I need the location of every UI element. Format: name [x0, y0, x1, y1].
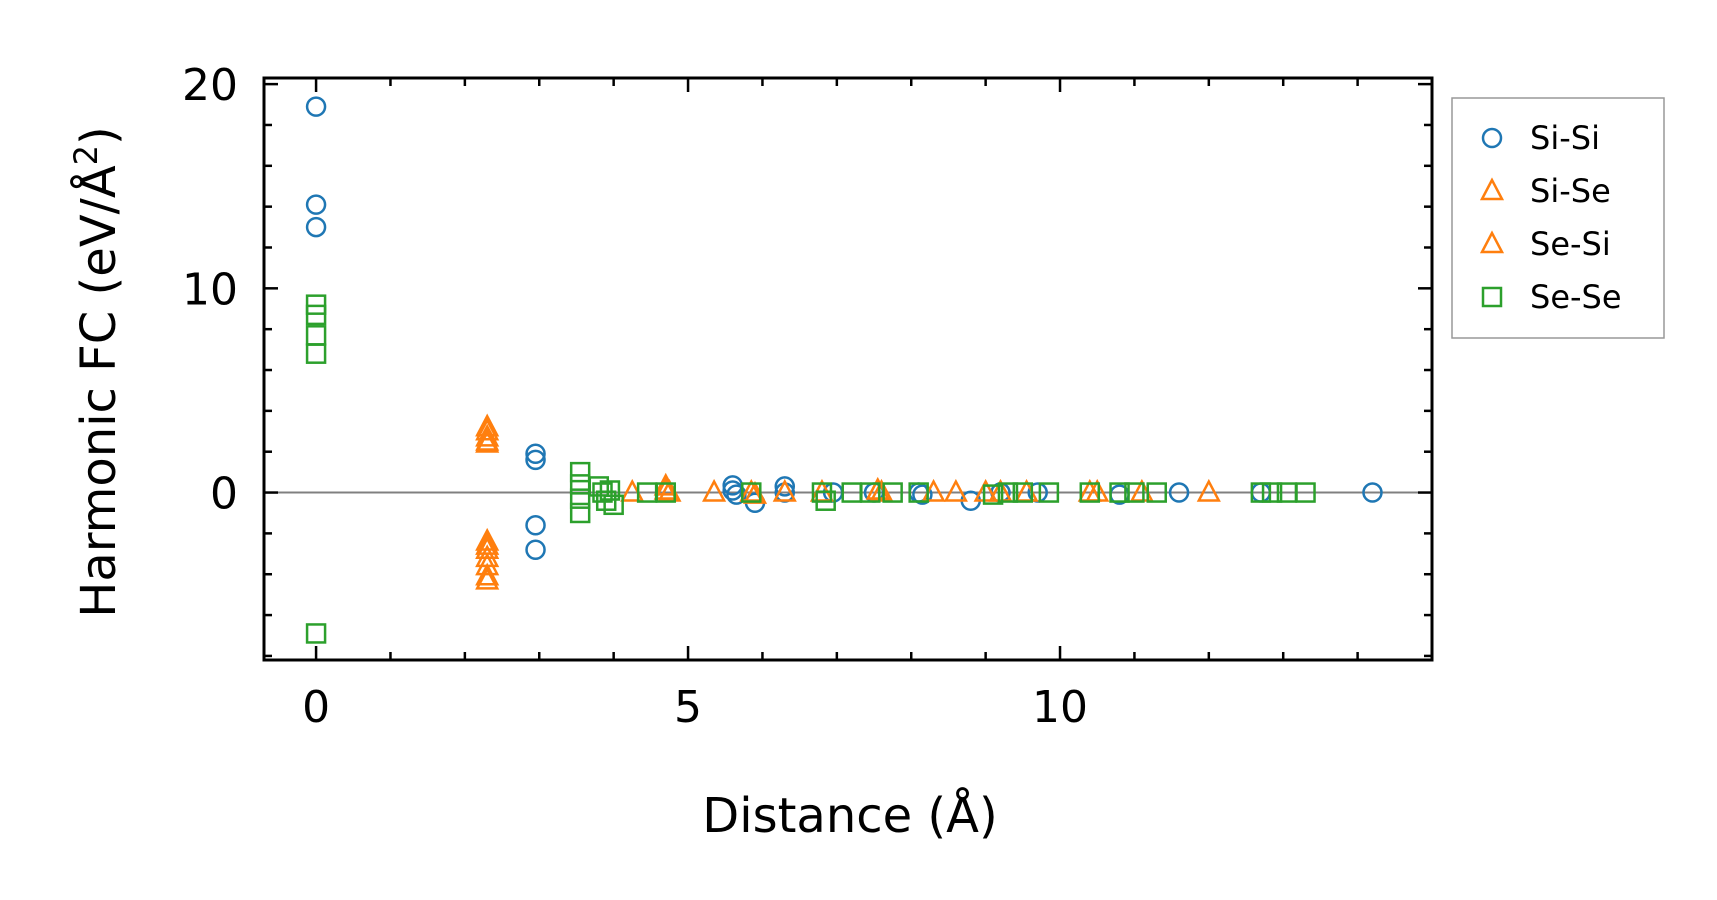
point-se-se: [860, 482, 881, 503]
point-se-se: [569, 461, 591, 483]
point-se-si: [653, 476, 678, 500]
point-si-si: [1168, 482, 1190, 503]
point-si-si: [774, 476, 796, 497]
y-tick-label: 0: [210, 469, 238, 520]
x-tick-label: 10: [1032, 682, 1088, 733]
point-se-se: [1012, 482, 1034, 503]
point-se-se: [1124, 482, 1145, 503]
point-se-se: [305, 304, 327, 326]
point-si-se: [772, 478, 797, 502]
point-si-se: [943, 478, 968, 502]
legend-marker-se-se: [1481, 286, 1503, 308]
point-si-si: [1362, 482, 1383, 503]
point-si-se: [475, 552, 500, 576]
point-se-se: [599, 480, 621, 501]
x-tick-label: 5: [674, 682, 702, 733]
point-si-si: [525, 539, 546, 560]
legend-label: Si-Si: [1530, 119, 1600, 157]
y-tick-label: 10: [182, 264, 238, 315]
point-se-si: [869, 478, 894, 502]
y-axis-title: Harmonic FC (eV/Å2): [67, 126, 127, 618]
point-se-si: [475, 413, 500, 437]
point-si-si: [525, 443, 546, 464]
legend-label: Se-Se: [1530, 278, 1622, 316]
point-se-se: [305, 623, 327, 644]
point-se-si: [475, 531, 500, 555]
point-se-se: [1261, 482, 1283, 503]
point-se-se: [1079, 482, 1101, 503]
axes-frame: [262, 76, 1434, 662]
point-se-se: [1038, 482, 1060, 503]
legend-marker-si-se: [1479, 177, 1505, 201]
point-se-se: [1250, 482, 1272, 503]
point-se-se: [908, 482, 929, 503]
point-si-si: [305, 194, 327, 215]
point-si-si: [525, 449, 546, 471]
point-se-si: [475, 566, 500, 590]
point-se-se: [741, 482, 762, 503]
point-se-se: [305, 343, 327, 364]
point-si-si: [912, 484, 933, 505]
point-si-si: [525, 514, 546, 536]
point-se-se: [569, 502, 591, 524]
point-se-si: [973, 478, 998, 502]
point-se-se: [882, 482, 903, 503]
point-si-se: [475, 417, 500, 441]
data-points: [305, 96, 1383, 644]
x-tick-label: 0: [302, 682, 330, 733]
point-se-se: [982, 484, 1004, 505]
point-se-se: [815, 490, 836, 511]
axis-ticks: [262, 76, 1434, 662]
point-si-se: [702, 478, 727, 502]
point-se-se: [1295, 482, 1316, 503]
legend-label: Se-Si: [1530, 225, 1611, 263]
legend-frame: [1451, 97, 1665, 339]
legend-marker-si-si: [1481, 127, 1503, 149]
point-se-se: [997, 482, 1019, 503]
point-se-se: [588, 476, 610, 497]
legend-marker-se-si: [1479, 230, 1505, 254]
point-si-se: [1196, 478, 1221, 502]
point-se-se: [1109, 482, 1130, 503]
tick-labels: 0 5 10 0 10 20: [182, 60, 1088, 733]
point-se-se: [655, 482, 676, 503]
point-se-se: [305, 325, 327, 346]
x-axis-title: Distance (Å): [702, 787, 997, 844]
point-se-se: [1146, 482, 1167, 503]
point-si-si: [305, 216, 327, 238]
point-se-si: [475, 427, 500, 451]
point-se-se: [603, 494, 624, 516]
legend: Si-Si Si-Se Se-Si Se-Se: [1451, 97, 1665, 339]
point-si-se: [475, 562, 500, 586]
point-si-si: [305, 96, 327, 117]
point-se-se: [569, 488, 591, 509]
y-tick-label: 20: [182, 60, 238, 111]
legend-label: Si-Se: [1530, 172, 1611, 210]
